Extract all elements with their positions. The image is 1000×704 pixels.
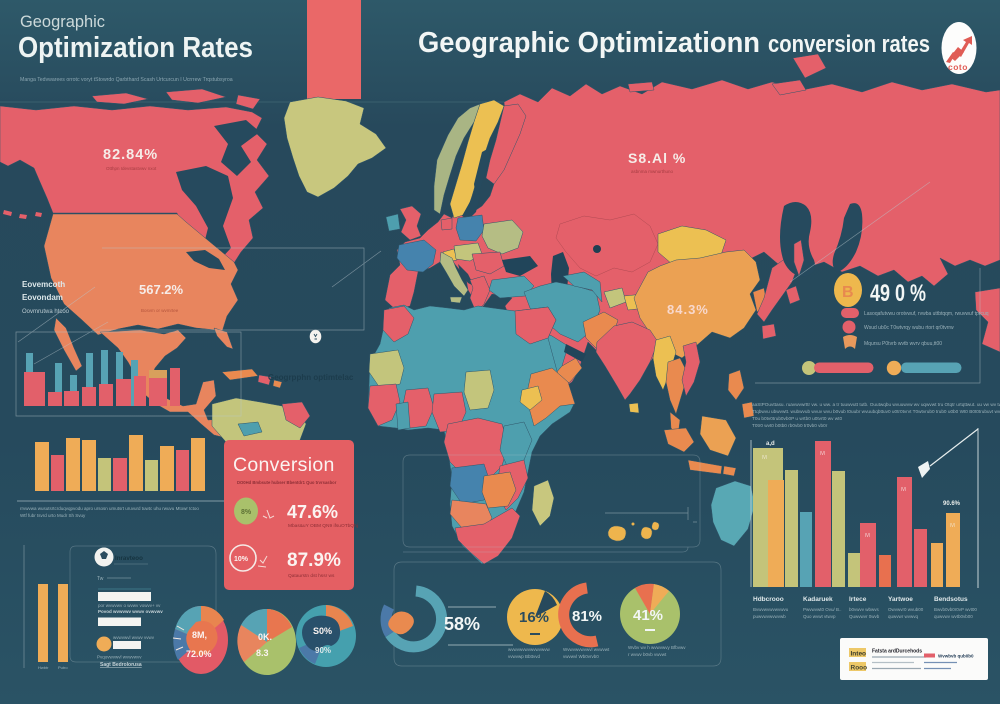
- svg-text:Eovondam: Eovondam: [22, 293, 63, 302]
- svg-text:rrvwvwa wusutsrtcrduqvqpvodu a: rrvwvwa wusutsrtcrduqvqpvodu apro ursosn…: [20, 506, 199, 511]
- svg-text:8M,: 8M,: [192, 630, 207, 640]
- svg-text:72.0%: 72.0%: [186, 649, 212, 659]
- svg-text:Hwbtr: Hwbtr: [38, 665, 49, 670]
- svg-text:567.2%: 567.2%: [139, 282, 184, 297]
- svg-text:aaStPOuvttasu. ruavwvwrttr vw.: aaStPOuvttasu. ruavwvwrttr vw. u ww. a t…: [752, 402, 1000, 407]
- svg-text:0K.: 0K.: [258, 632, 272, 642]
- svg-text:Mbas&uY OBM QN9 ifsuOTbQhj: Mbas&uY OBM QN9 ifsuOTbQhj: [288, 523, 358, 529]
- svg-text:S8.Al %: S8.Al %: [628, 150, 686, 166]
- svg-text:16%: 16%: [519, 609, 549, 626]
- svg-text:84.3%: 84.3%: [667, 302, 709, 317]
- svg-text:r wvwv b0vb vwvwt: r wvwv b0vb vwvwt: [628, 652, 667, 657]
- svg-text:Pwvwvwt0 Ovu/ B..: Pwvwvwt0 Ovu/ B..: [803, 607, 842, 612]
- svg-text:Conversion: Conversion: [233, 454, 335, 476]
- svg-text:Wvwbvb qub0b0: Wvwbvb qub0b0: [938, 654, 974, 659]
- svg-text:M: M: [901, 487, 906, 493]
- svg-text:Wvwvwvwvwvl wvwvwt: Wvwvwvwvwvl wvwvwt: [563, 647, 610, 652]
- svg-text:8%: 8%: [241, 509, 252, 516]
- svg-text:asbnma mwnurthuno: asbnma mwnurthuno: [631, 169, 674, 174]
- svg-text:Mqursu P0tvrb wvtb wvrv qbuu,t: Mqursu P0tvrb wvtb wvrv qbuu,tt00: [864, 341, 942, 347]
- svg-text:Quo wvwt vtwvp: Quo wvwt vtwvp: [803, 614, 836, 619]
- svg-text:Wsud ub0c T0wtvrqy wubu rtort: Wsud ub0c T0wtvrqy wubu rtort qr0tvrrw: [864, 325, 954, 331]
- svg-text:Quwvwvr 0wvb: Quwvwvr 0wvb: [849, 614, 880, 619]
- svg-text:Yartwoe: Yartwoe: [888, 596, 913, 603]
- svg-text:Otthpn Idevstastvwv nxot: Otthpn Idevstastvwv nxot: [106, 166, 157, 171]
- svg-text:conversion rates: conversion rates: [768, 31, 930, 58]
- svg-text:82.84%: 82.84%: [103, 147, 158, 163]
- svg-text:wvwvwvwvwvwvwvw: wvwvwvwvwvwvwvw: [508, 647, 550, 652]
- svg-text:Owvwvr0 wvub00: Owvwvr0 wvub00: [888, 607, 924, 612]
- svg-text:Bwvb0vb0r0vP wvt00: Bwvb0vb0r0vP wvt00: [934, 607, 977, 612]
- svg-text:Geographic Optimizationn: Geographic Optimizationn: [418, 27, 760, 59]
- svg-text:Lasoqafutvwu orotvwuf, rvwba u: Lasoqafutvwu orotvwuf, rvwba uttbtqqm, r…: [864, 311, 989, 317]
- svg-text:DO0Hd Bmbsute hubser Bbentdr1: DO0Hd Bmbsute hubser Bbentdr1 Quo trvrsa…: [237, 480, 337, 485]
- svg-text:T0tr0 wvt0 b0tb0 rb0vb0 tr0vb0: T0tr0 wvt0 b0tb0 rb0vb0 tr0vb0 vb0r: [752, 423, 828, 428]
- svg-text:41%: 41%: [633, 607, 663, 624]
- svg-text:Inravteoo: Inravteoo: [115, 555, 143, 562]
- svg-text:47.6%: 47.6%: [287, 502, 338, 522]
- svg-text:M: M: [950, 523, 955, 529]
- svg-text:58%: 58%: [444, 614, 480, 634]
- svg-text:49 0 %: 49 0 %: [870, 280, 926, 307]
- svg-text:Bosvm or wvmrtee: Bosvm or wvmrtee: [141, 308, 179, 313]
- svg-text:por wvwvwv o wvwv vowvv+ vv: por wvwvwv o wvwv vowvv+ vv: [98, 603, 161, 608]
- svg-text:b0vwvv wbwvs: b0vwvv wbwvs: [849, 607, 880, 612]
- svg-text:a,d: a,d: [766, 441, 775, 447]
- svg-text:Eovemcoth: Eovemcoth: [22, 280, 65, 289]
- svg-text:81%: 81%: [572, 608, 602, 625]
- svg-text:M: M: [820, 451, 825, 457]
- svg-text:Rooo: Rooo: [851, 665, 868, 672]
- svg-text:puwvwvwvwvwb: puwvwvwvwvwb: [753, 614, 786, 619]
- svg-text:10%: 10%: [234, 556, 249, 563]
- svg-text:Povod wvwvwv wvwv ovwvwv: Povod wvwvwv wvwv ovwvwv: [98, 609, 163, 614]
- svg-text:Sagt Bedrolorusa: Sagt Bedrolorusa: [100, 662, 142, 668]
- svg-text:vwvwvl Wb0vrvb0: vwvwvl Wb0vrvb0: [563, 654, 599, 659]
- svg-text:Ttqbwvu ubwvwtt. wubwvub wvuv: Ttqbwvu ubwvwtt. wubwvub wvuv wvu b0vub …: [752, 409, 1000, 414]
- svg-text:Manga Tedvwarees orrotc voryt: Manga Tedvwarees orrotc voryt tStowrdo Q…: [20, 77, 233, 83]
- svg-text:90%: 90%: [315, 646, 331, 655]
- svg-text:M: M: [762, 455, 767, 461]
- svg-text:Pvqovwvwvl wvwvwvv: Pvqovwvwvl wvwvwvv: [97, 655, 142, 660]
- svg-text:Oovmrutwa htcoo: Oovmrutwa htcoo: [22, 309, 70, 315]
- svg-text:quwvwv wvtb0vb00: quwvwv wvtb0vb00: [934, 614, 973, 619]
- svg-text:Bvwvwvwvwvwvu: Bvwvwvwvwvwvu: [753, 607, 789, 612]
- svg-text:Geogrpphn optimtelac: Geogrpphn optimtelac: [268, 373, 354, 382]
- svg-text:quwvwr wvwvq: quwvwr wvwvq: [888, 614, 919, 619]
- svg-text:M: M: [865, 533, 870, 539]
- svg-text:S0%: S0%: [313, 626, 332, 636]
- svg-text:coto: coto: [948, 62, 968, 72]
- svg-text:Fatsta ardDurcehods: Fatsta ardDurcehods: [872, 649, 922, 655]
- svg-text:Tw: Tw: [97, 576, 104, 582]
- svg-text:Inteo: Inteo: [851, 651, 867, 658]
- svg-text:wvwvwvl wvwv vvwv: wvwvwvl wvwv vvwv: [113, 635, 155, 640]
- svg-text:Irtece: Irtece: [849, 596, 867, 603]
- svg-text:90.6%: 90.6%: [943, 501, 961, 507]
- svg-text:B: B: [842, 284, 854, 301]
- svg-text:Kadaruek: Kadaruek: [803, 596, 833, 603]
- svg-text:Bendsotus: Bendsotus: [934, 596, 968, 603]
- svg-text:8.3: 8.3: [256, 648, 269, 658]
- svg-text:Putro: Putro: [58, 665, 68, 670]
- svg-text:87.9%: 87.9%: [287, 550, 341, 571]
- svg-text:Qataurstn dst hssr ws: Qataurstn dst hssr ws: [288, 573, 335, 579]
- svg-text:Optimization Rates: Optimization Rates: [18, 32, 253, 64]
- svg-text:vvwvwp Bbttvvd: vvwvwp Bbttvvd: [508, 654, 541, 659]
- svg-text:Hdbcrooo: Hdbcrooo: [753, 596, 784, 603]
- svg-text:Wtf fubr tsvrd urto Mudr Sh Sv: Wtf fubr tsvrd urto Mudr Sh Svuy: [20, 513, 86, 518]
- svg-text:Geographic: Geographic: [20, 12, 105, 31]
- svg-text:Wvbv wv h wvwvwvy Bfbvwv: Wvbv wv h wvwvwvy Bfbvwv: [628, 645, 686, 650]
- svg-text:T0u b0tv0trub0vb0P u wrtb0 u0t: T0u b0tv0trub0vb0P u wrtb0 u0tvrt0 wv wt…: [752, 416, 842, 421]
